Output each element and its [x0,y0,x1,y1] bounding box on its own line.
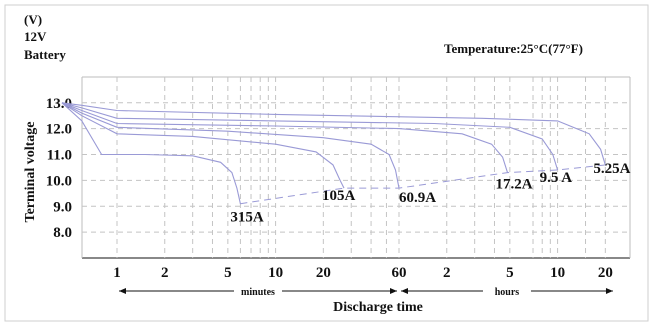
y-tick-label: 13.0 [46,96,72,112]
product-label: Battery [24,47,66,62]
x-tick-label: 20 [316,265,331,281]
time-segments: minutes hours [119,285,613,298]
series-label: 60.9A [399,190,436,206]
x-axis-label: Discharge time [333,300,423,315]
series-label: 17.2A [496,177,533,193]
x-axis-ticks: 1 2 5 10 20 60 2 5 10 20 [113,265,613,281]
y-axis-label: Terminal voltage [23,122,38,223]
segment-label-mask [482,285,531,297]
segment-arrow-right [390,288,397,294]
segment-arrow-right [605,288,613,294]
segment-label-mask [234,285,282,297]
unit-label: (V) [24,12,42,27]
y-tick-label: 12.0 [46,122,72,138]
y-tick-label: 9.0 [53,199,72,215]
segment-label: hours [495,287,520,298]
series-label: 315A [230,210,264,226]
y-axis-ticks: 8.0 9.0 10.0 11.0 12.0 13.0 [46,96,72,241]
grid [81,76,631,259]
series-line [61,102,345,189]
y-tick-label: 8.0 [53,225,72,241]
chart-frame [4,4,649,322]
series-labels: 315A 105A 60.9A 17.2A 9.5 A 5.25A [230,161,630,226]
x-tick-label: 10 [268,265,283,281]
series-label: 5.25A [593,161,630,177]
x-tick-label: 2 [161,265,169,281]
voltage-label: 12V [24,29,47,44]
x-tick-label: 2 [443,265,451,281]
x-tick-label: 60 [392,265,407,281]
segment-arrow-left [119,288,126,294]
series-label: 9.5 A [540,170,573,186]
x-tick-label: 10 [550,265,565,281]
x-tick-label: 1 [113,265,121,281]
series-label: 105A [322,188,356,204]
x-tick-label: 5 [506,265,514,281]
series-line [61,102,606,166]
header-block: (V) 12V Battery Temperature:25°C(77°F) [24,12,583,62]
series-line [61,102,509,173]
end-voltage-line [240,164,606,205]
temperature-label: Temperature:25°C(77°F) [444,41,583,56]
series-line [61,102,400,189]
segment-label: minutes [241,287,275,298]
x-tick-label: 20 [598,265,613,281]
segment-arrow-left [401,288,408,294]
series-lines [61,102,606,205]
y-tick-label: 10.0 [46,173,72,189]
x-tick-label: 5 [224,265,232,281]
y-tick-label: 11.0 [47,148,72,164]
series-line [61,102,559,171]
series-line [61,102,241,204]
